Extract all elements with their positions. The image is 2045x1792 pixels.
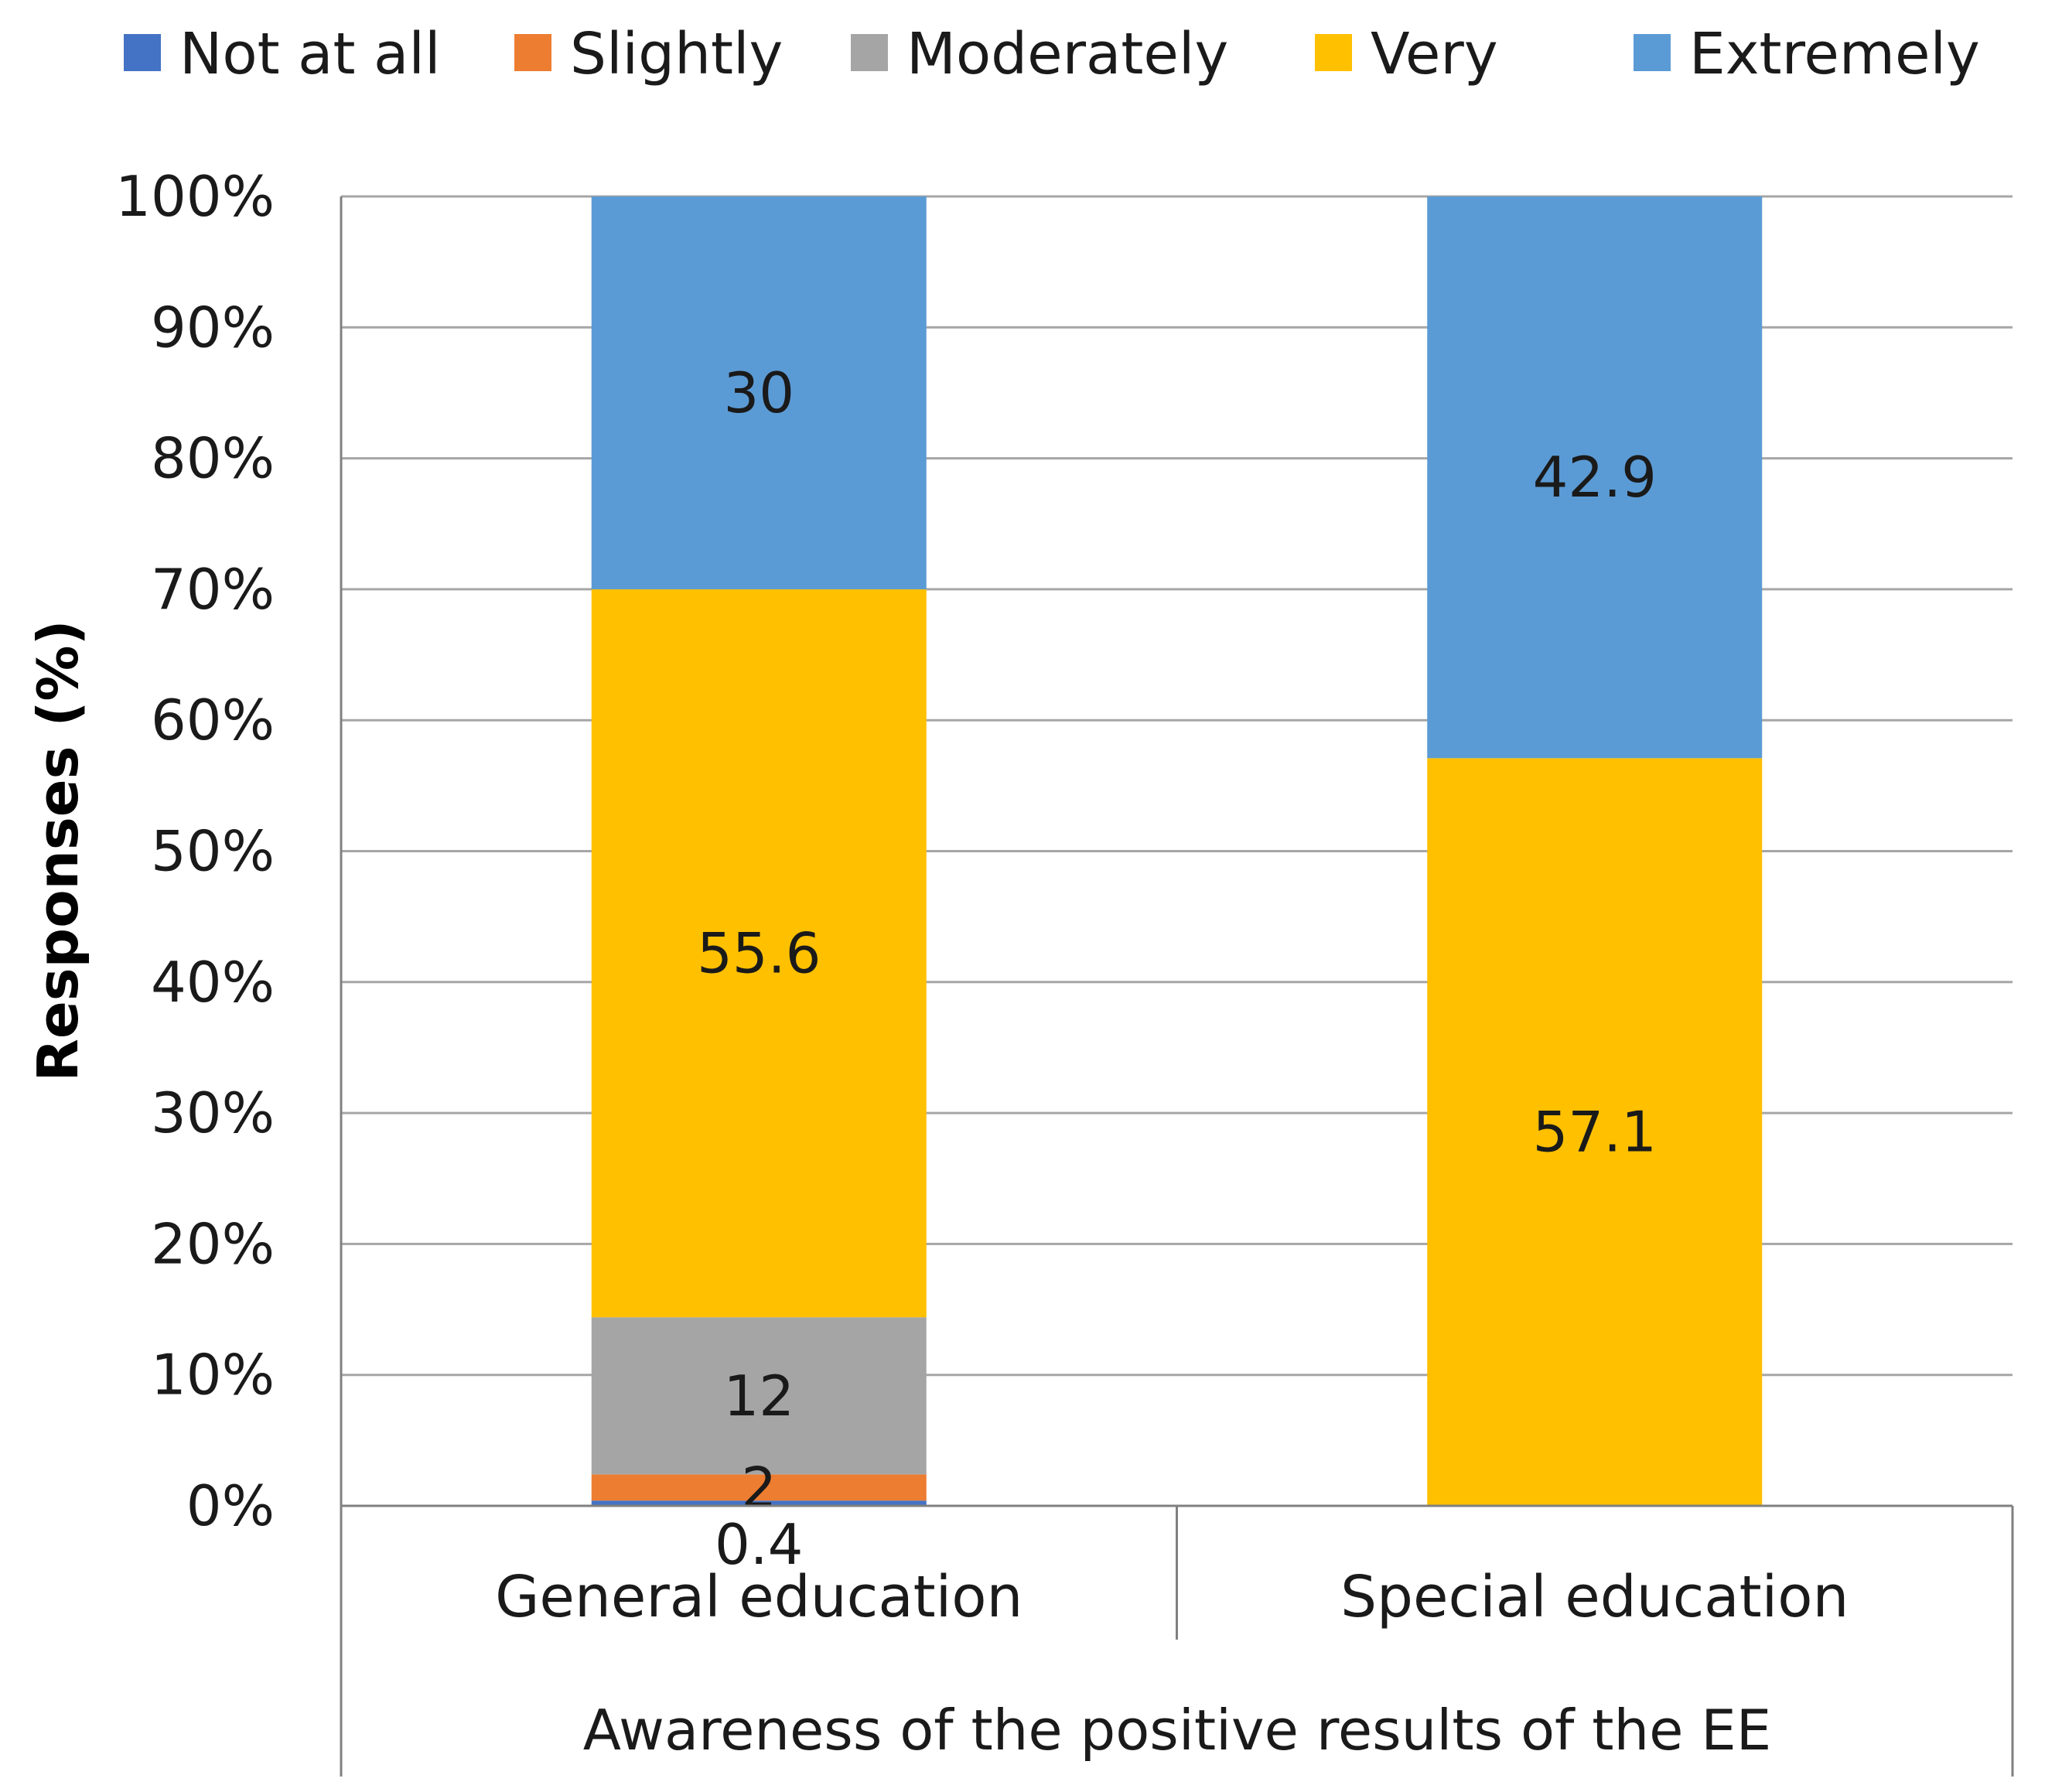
legend-swatch [1634, 34, 1671, 71]
legend-label: Moderately [906, 21, 1228, 87]
bars [591, 196, 1763, 1506]
legend-label: Not at all [179, 21, 441, 87]
bar-special-education-extremely [1427, 196, 1763, 759]
axes: General education Special education [340, 196, 2014, 1777]
y-tick-label: 90% [151, 295, 275, 360]
y-tick-label: 70% [151, 557, 275, 622]
data-label-special-education-very: 57.1 [1533, 1100, 1657, 1165]
legend-swatch [1315, 34, 1352, 71]
y-tick-label: 10% [151, 1343, 275, 1408]
x-category-special-education: Special education [1340, 1564, 1849, 1630]
y-tick-label: 100% [115, 164, 275, 229]
data-label-special-education-extremely: 42.9 [1533, 445, 1657, 510]
data-label-general-education-slightly: 2 [741, 1455, 777, 1520]
y-tick-label: 30% [151, 1080, 275, 1145]
legend-label: Extremely [1689, 21, 1980, 87]
x-axis-group-label: Awareness of the positive results of the… [583, 1698, 1772, 1763]
legend-swatch [124, 34, 161, 71]
bar-general-education-very [591, 589, 927, 1318]
legend-swatch [514, 34, 551, 71]
legend-item-moderately: Moderately [851, 21, 1228, 87]
legend: Not at all Slightly Moderately Very Extremel… [124, 21, 1980, 87]
legend-label: Very [1371, 21, 1498, 87]
y-tick-label: 80% [151, 426, 275, 491]
legend-item-very: Very [1315, 21, 1498, 87]
y-axis-label: Responses (%) [26, 620, 90, 1082]
legend-item-extremely: Extremely [1634, 21, 1980, 87]
data-label-general-education-extremely: 30 [723, 360, 794, 425]
y-tick-label: 20% [151, 1211, 275, 1276]
y-tick-label: 40% [151, 950, 275, 1015]
bar-special-education-very [1427, 758, 1763, 1506]
data-label-general-education-very: 55.6 [697, 921, 821, 986]
y-tick-label: 0% [186, 1473, 275, 1538]
legend-item-not-at-all: Not at all [124, 21, 441, 87]
x-category-general-education: General education [495, 1564, 1022, 1630]
data-label-general-education-not-at-all: 0.4 [715, 1512, 804, 1577]
y-tick-label: 50% [151, 819, 275, 884]
y-tick-label: 60% [151, 688, 275, 753]
legend-swatch [851, 34, 888, 71]
bar-general-education-slightly [591, 1474, 927, 1501]
data-labels: 0.42 12 55.6 30 57.1 42.9 [697, 360, 1657, 1577]
bar-general-education-moderately [591, 1317, 927, 1475]
legend-item-slightly: Slightly [514, 21, 783, 87]
data-label-general-education-moderately: 12 [723, 1364, 794, 1428]
bar-general-education-not-at-all [591, 1500, 927, 1506]
legend-label: Slightly [570, 21, 783, 87]
y-axis-ticks: 0% 10% 20% 30% 40% 50% 60% 70% 80% 90% 100% [115, 164, 275, 1538]
bar-general-education-extremely [591, 196, 927, 589]
